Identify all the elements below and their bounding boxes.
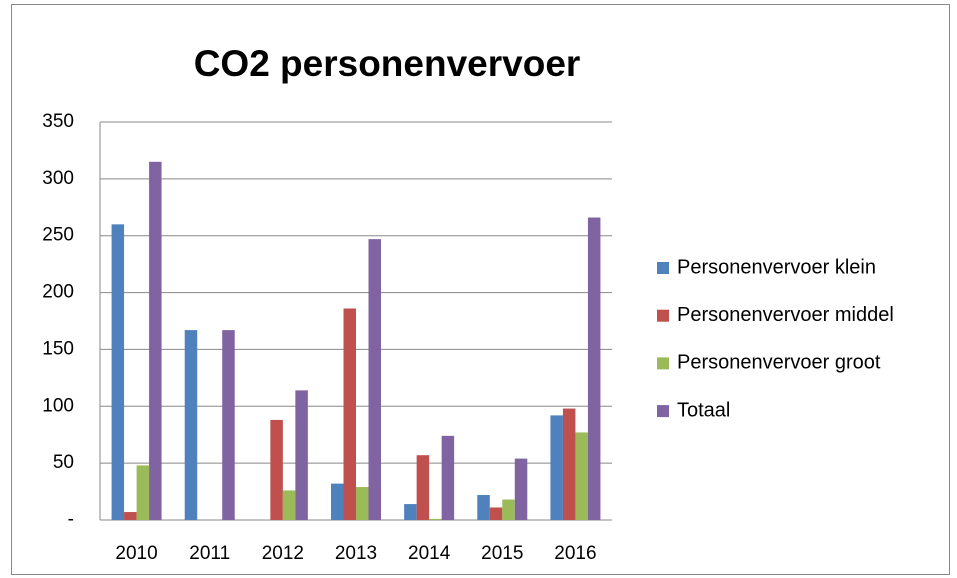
legend-label: Personenvervoer groot <box>677 352 881 374</box>
legend-swatch <box>657 309 669 322</box>
y-tick-label: 250 <box>42 225 74 246</box>
x-tick-label: 2012 <box>262 543 304 564</box>
bar <box>222 330 235 520</box>
bar <box>111 224 125 521</box>
bar <box>587 217 601 520</box>
bar <box>429 518 442 520</box>
y-tick-label: 300 <box>42 168 74 189</box>
bar <box>343 308 356 520</box>
x-tick-label: 2015 <box>481 543 523 564</box>
bar <box>124 512 137 520</box>
bar <box>282 490 296 520</box>
bar <box>550 415 563 520</box>
legend-swatch <box>657 357 669 370</box>
bar <box>149 161 162 521</box>
x-tick-label: 2014 <box>408 543 451 564</box>
legend-label: Personenvervoer klein <box>677 256 876 278</box>
bar <box>489 507 503 520</box>
bar <box>416 455 430 520</box>
y-tick-label: 150 <box>42 338 74 359</box>
legend-label: Personenvervoer middel <box>677 304 894 326</box>
x-tick-label: 2016 <box>554 543 596 564</box>
y-tick-label: 350 <box>42 111 74 132</box>
y-tick-label: - <box>68 509 74 530</box>
x-tick-label: 2011 <box>189 543 230 564</box>
y-tick-label: 100 <box>42 395 74 416</box>
bar <box>136 465 150 520</box>
bar <box>477 494 490 520</box>
bar <box>562 408 576 520</box>
chart-title: CO2 personenvervoer <box>194 43 581 84</box>
chart-border <box>11 4 950 575</box>
legend-swatch <box>657 262 669 274</box>
y-tick-label: 200 <box>42 282 74 303</box>
bar <box>575 432 588 520</box>
bar <box>270 419 283 520</box>
bar <box>404 504 417 520</box>
bar <box>356 487 369 520</box>
y-tick-label: 50 <box>53 452 74 473</box>
bar <box>295 390 308 520</box>
bar <box>441 435 455 520</box>
bar <box>514 458 528 520</box>
legend-swatch <box>657 405 669 418</box>
legend-label: Totaal <box>677 399 730 421</box>
bar <box>368 239 381 520</box>
x-tick-label: 2010 <box>115 543 157 564</box>
bar <box>502 499 515 520</box>
bar <box>331 483 344 520</box>
bar <box>184 330 198 520</box>
x-tick-label: 2013 <box>335 543 377 564</box>
